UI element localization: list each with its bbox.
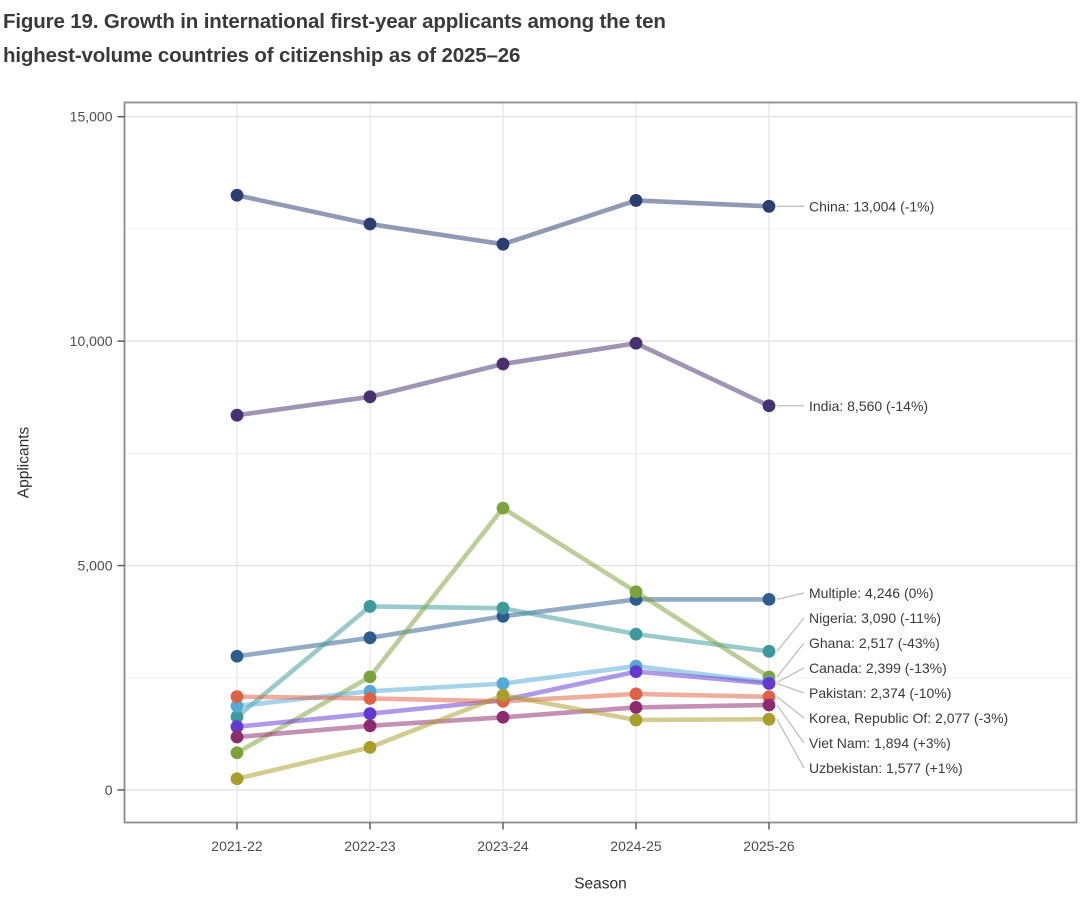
callout-label-nigeria: Nigeria: 3,090 (-11%) <box>809 610 941 626</box>
data-point-ghana-2021-22 <box>230 746 244 760</box>
data-point-india-2022-23 <box>363 390 377 404</box>
data-point-viet-nam-2022-23 <box>363 719 377 733</box>
callout-connector-pakistan <box>776 682 805 694</box>
callout-connector-korea-republic-of <box>776 696 805 719</box>
data-point-india-2024-25 <box>629 336 643 350</box>
data-point-korea-republic-of-2024-25 <box>629 687 643 701</box>
x-axis-title: Season <box>574 876 627 893</box>
data-point-ghana-2024-25 <box>629 585 643 599</box>
data-point-canada-2021-22 <box>230 699 244 713</box>
data-point-china-2023-24 <box>496 237 510 251</box>
x-tick-label: 2025-26 <box>743 838 795 854</box>
data-point-china-2021-22 <box>230 188 244 202</box>
data-point-pakistan-2021-22 <box>230 720 244 734</box>
data-point-korea-republic-of-2021-22 <box>230 690 244 704</box>
data-point-multiple-2021-22 <box>230 649 244 663</box>
x-tick-label: 2024-25 <box>610 838 662 854</box>
y-tick-label: 5,000 <box>77 558 112 574</box>
callout-connector-ghana <box>776 642 805 678</box>
callout-label-canada: Canada: 2,399 (-13%) <box>809 660 947 676</box>
callout-label-china: China: 13,004 (-1%) <box>809 198 934 214</box>
data-point-nigeria-2022-23 <box>363 600 377 613</box>
data-point-multiple-2022-23 <box>363 631 377 645</box>
data-point-viet-nam-2025-26 <box>762 698 776 712</box>
data-point-uzbekistan-2025-26 <box>762 712 776 726</box>
callout-label-india: India: 8,560 (-14%) <box>809 398 928 414</box>
callout-connector-nigeria <box>776 617 805 652</box>
callout-connector-canada <box>776 667 805 683</box>
data-point-ghana-2023-24 <box>496 501 510 515</box>
callout-connector-viet-nam <box>776 704 805 744</box>
data-point-china-2025-26 <box>762 199 776 213</box>
data-point-pakistan-2024-25 <box>629 665 643 678</box>
data-point-nigeria-2025-26 <box>762 644 776 658</box>
y-axis-title: Applicants <box>16 426 33 498</box>
data-point-multiple-2025-26 <box>762 593 776 606</box>
figure-title-line2: highest-volume countries of citizenship … <box>3 44 521 67</box>
callout-label-korea-republic-of: Korea, Republic Of: 2,077 (-3%) <box>809 710 1008 726</box>
data-point-uzbekistan-2023-24 <box>496 688 510 702</box>
data-point-uzbekistan-2024-25 <box>629 713 643 727</box>
data-point-viet-nam-2023-24 <box>496 710 510 724</box>
callout-label-ghana: Ghana: 2,517 (-43%) <box>809 635 940 651</box>
x-tick-label: 2023-24 <box>477 838 529 854</box>
y-tick-label: 10,000 <box>70 333 113 349</box>
data-point-viet-nam-2024-25 <box>629 701 643 714</box>
figure-title: Figure 19. Growth in international first… <box>3 5 1063 73</box>
data-point-viet-nam-2021-22 <box>230 730 244 744</box>
x-tick-label: 2022-23 <box>344 838 396 854</box>
data-point-uzbekistan-2022-23 <box>363 740 377 754</box>
callout-connector-multiple <box>776 592 805 601</box>
data-point-india-2021-22 <box>230 408 244 422</box>
data-point-nigeria-2023-24 <box>496 601 510 615</box>
data-point-korea-republic-of-2022-23 <box>363 692 377 705</box>
data-point-pakistan-2025-26 <box>762 677 776 690</box>
y-tick-label: 0 <box>105 782 113 798</box>
callout-label-viet-nam: Viet Nam: 1,894 (+3%) <box>809 735 951 751</box>
data-point-nigeria-2021-22 <box>230 710 244 724</box>
data-point-india-2025-26 <box>762 399 776 413</box>
data-point-pakistan-2022-23 <box>363 707 377 721</box>
data-point-china-2024-25 <box>629 194 643 207</box>
callout-label-pakistan: Pakistan: 2,374 (-10%) <box>809 685 951 701</box>
data-point-canada-2023-24 <box>496 677 510 691</box>
callout-connector-uzbekistan <box>776 718 805 769</box>
data-point-ghana-2022-23 <box>363 670 377 684</box>
x-tick-label: 2021-22 <box>211 838 263 854</box>
data-point-india-2023-24 <box>496 357 510 371</box>
data-point-uzbekistan-2021-22 <box>230 772 244 786</box>
data-point-nigeria-2024-25 <box>629 627 643 641</box>
panel-border <box>123 101 1078 824</box>
figure-title-line1: Figure 19. Growth in international first… <box>3 10 666 33</box>
callout-label-uzbekistan: Uzbekistan: 1,577 (+1%) <box>809 760 963 776</box>
data-point-china-2022-23 <box>363 217 377 231</box>
callout-label-multiple: Multiple: 4,246 (0%) <box>809 585 934 601</box>
y-tick-label: 15,000 <box>70 109 113 125</box>
